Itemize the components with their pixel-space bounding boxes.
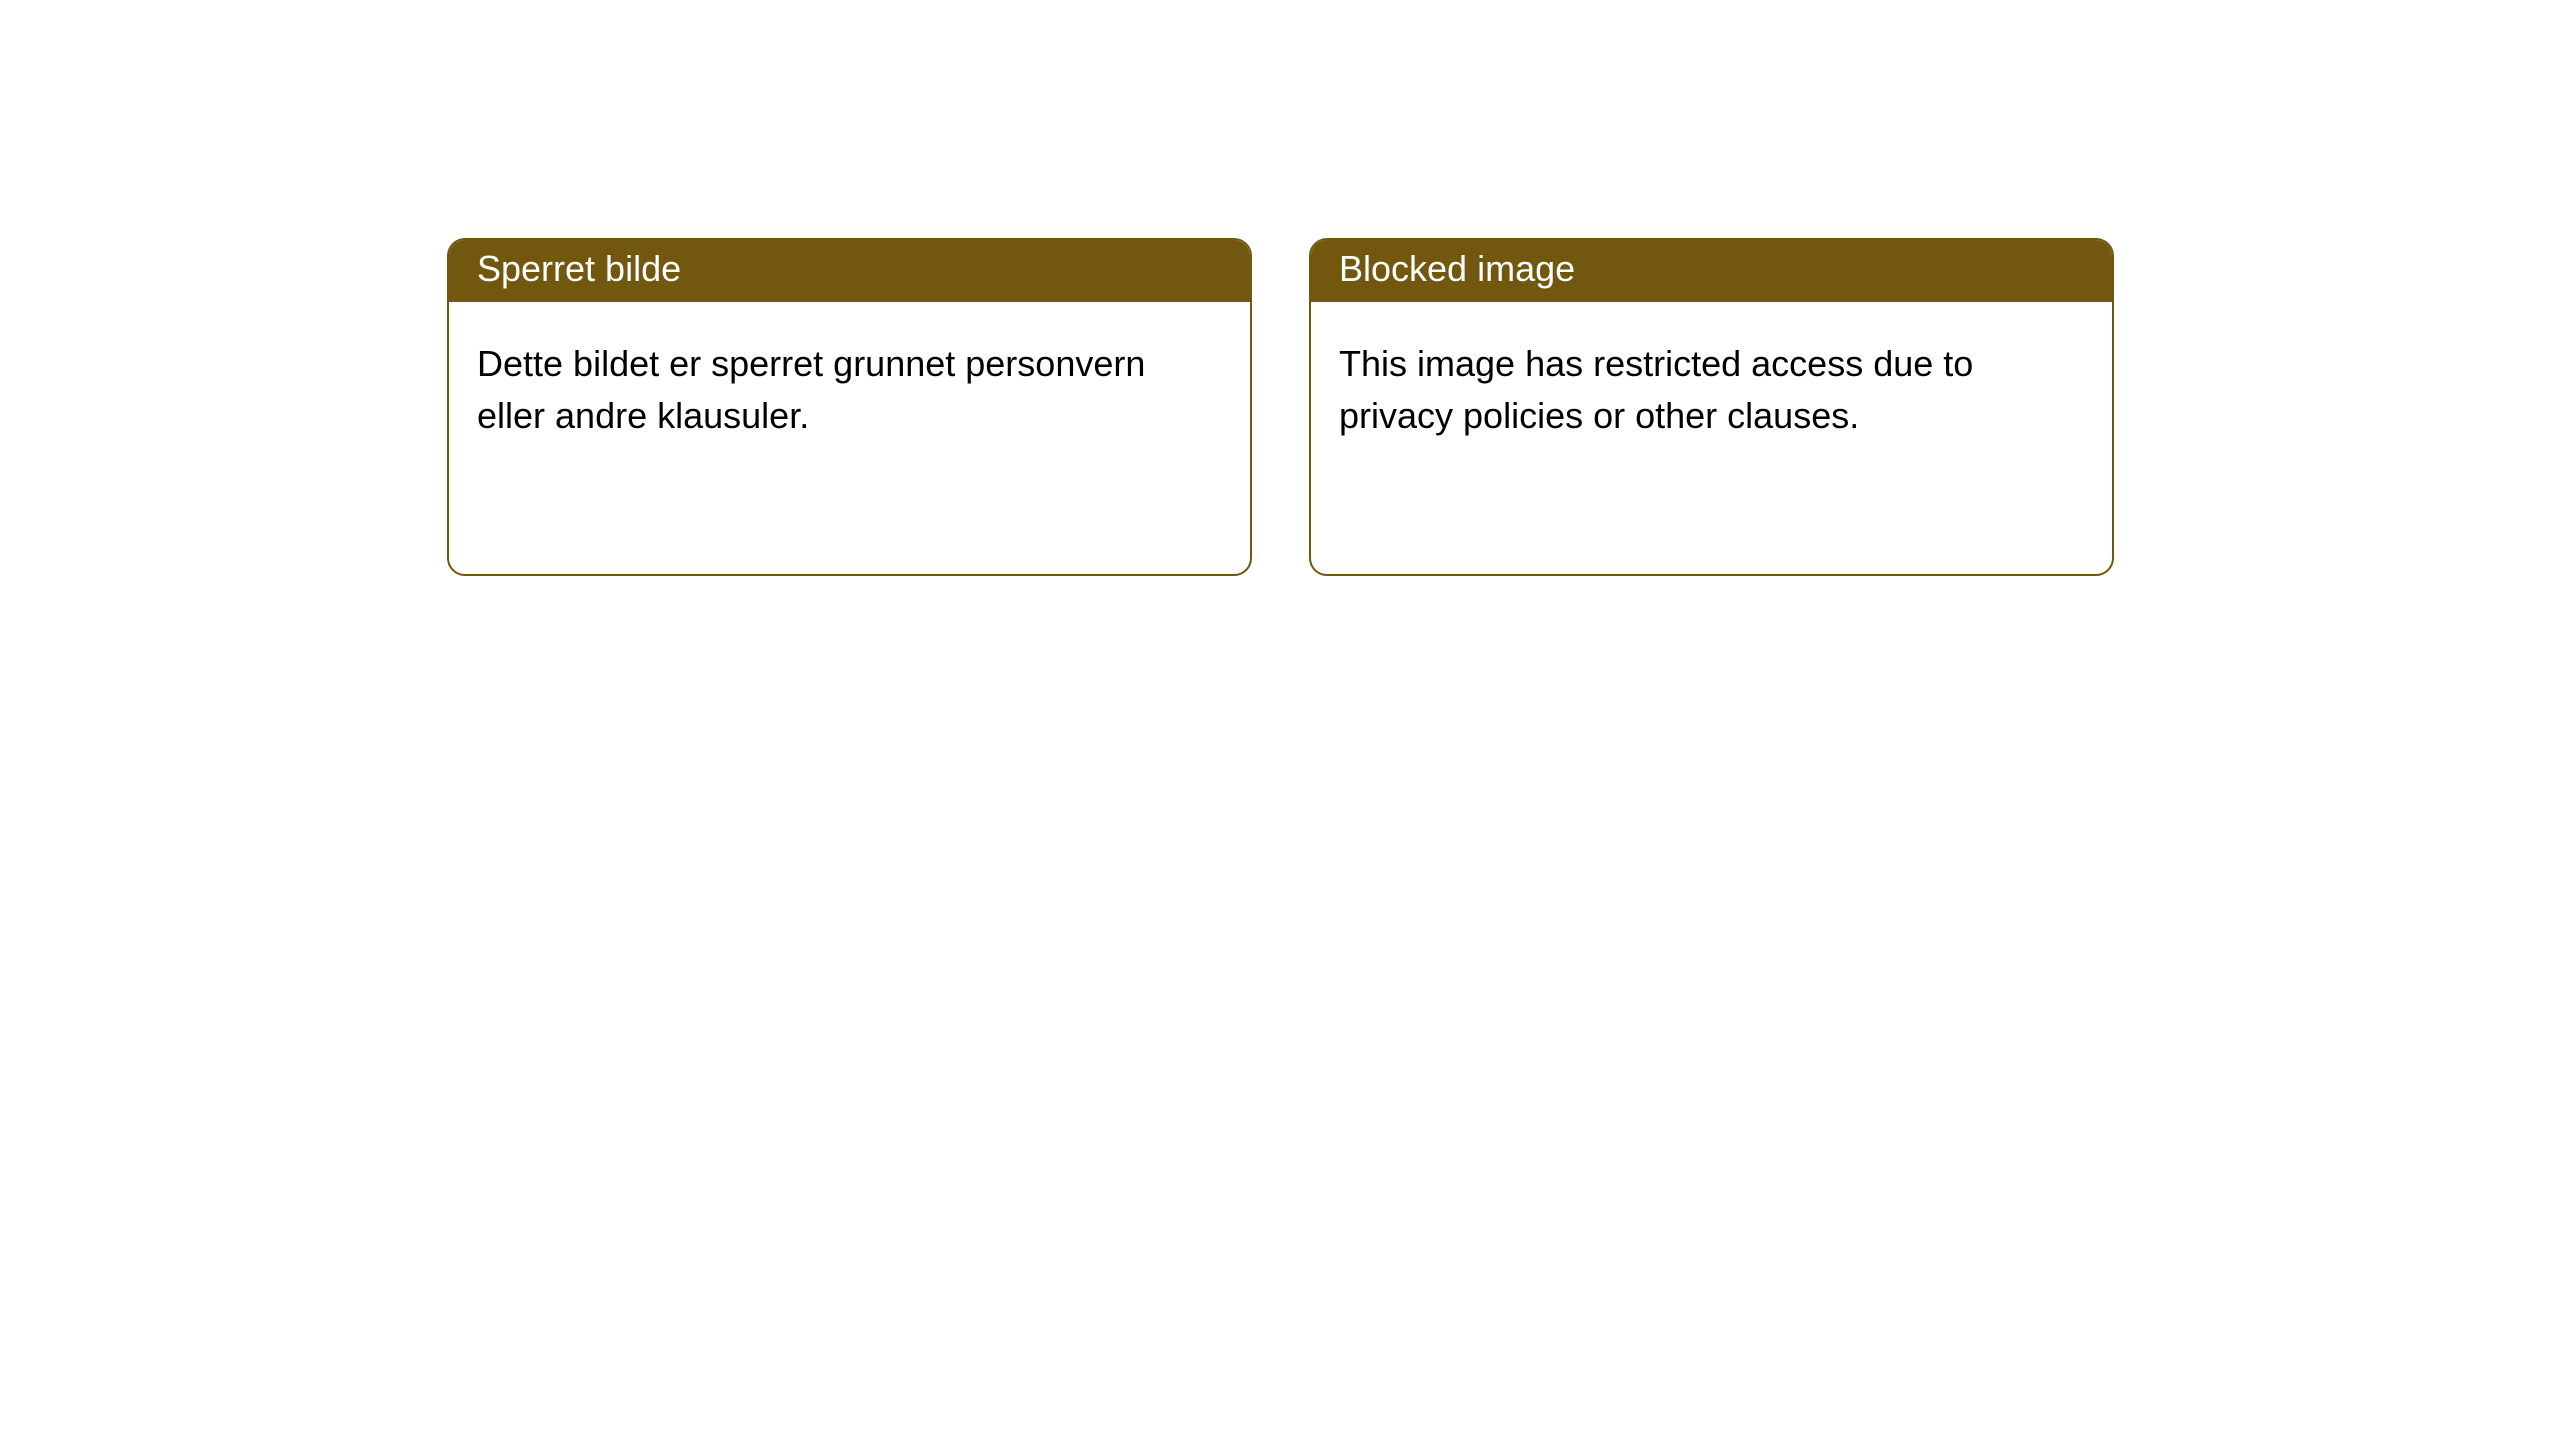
card-header-en: Blocked image xyxy=(1311,240,2112,302)
card-body-no: Dette bildet er sperret grunnet personve… xyxy=(449,302,1250,478)
card-header-no: Sperret bilde xyxy=(449,240,1250,302)
blocked-image-card-en: Blocked image This image has restricted … xyxy=(1309,238,2114,576)
card-container: Sperret bilde Dette bildet er sperret gr… xyxy=(447,238,2114,576)
card-body-en: This image has restricted access due to … xyxy=(1311,302,2112,478)
blocked-image-card-no: Sperret bilde Dette bildet er sperret gr… xyxy=(447,238,1252,576)
